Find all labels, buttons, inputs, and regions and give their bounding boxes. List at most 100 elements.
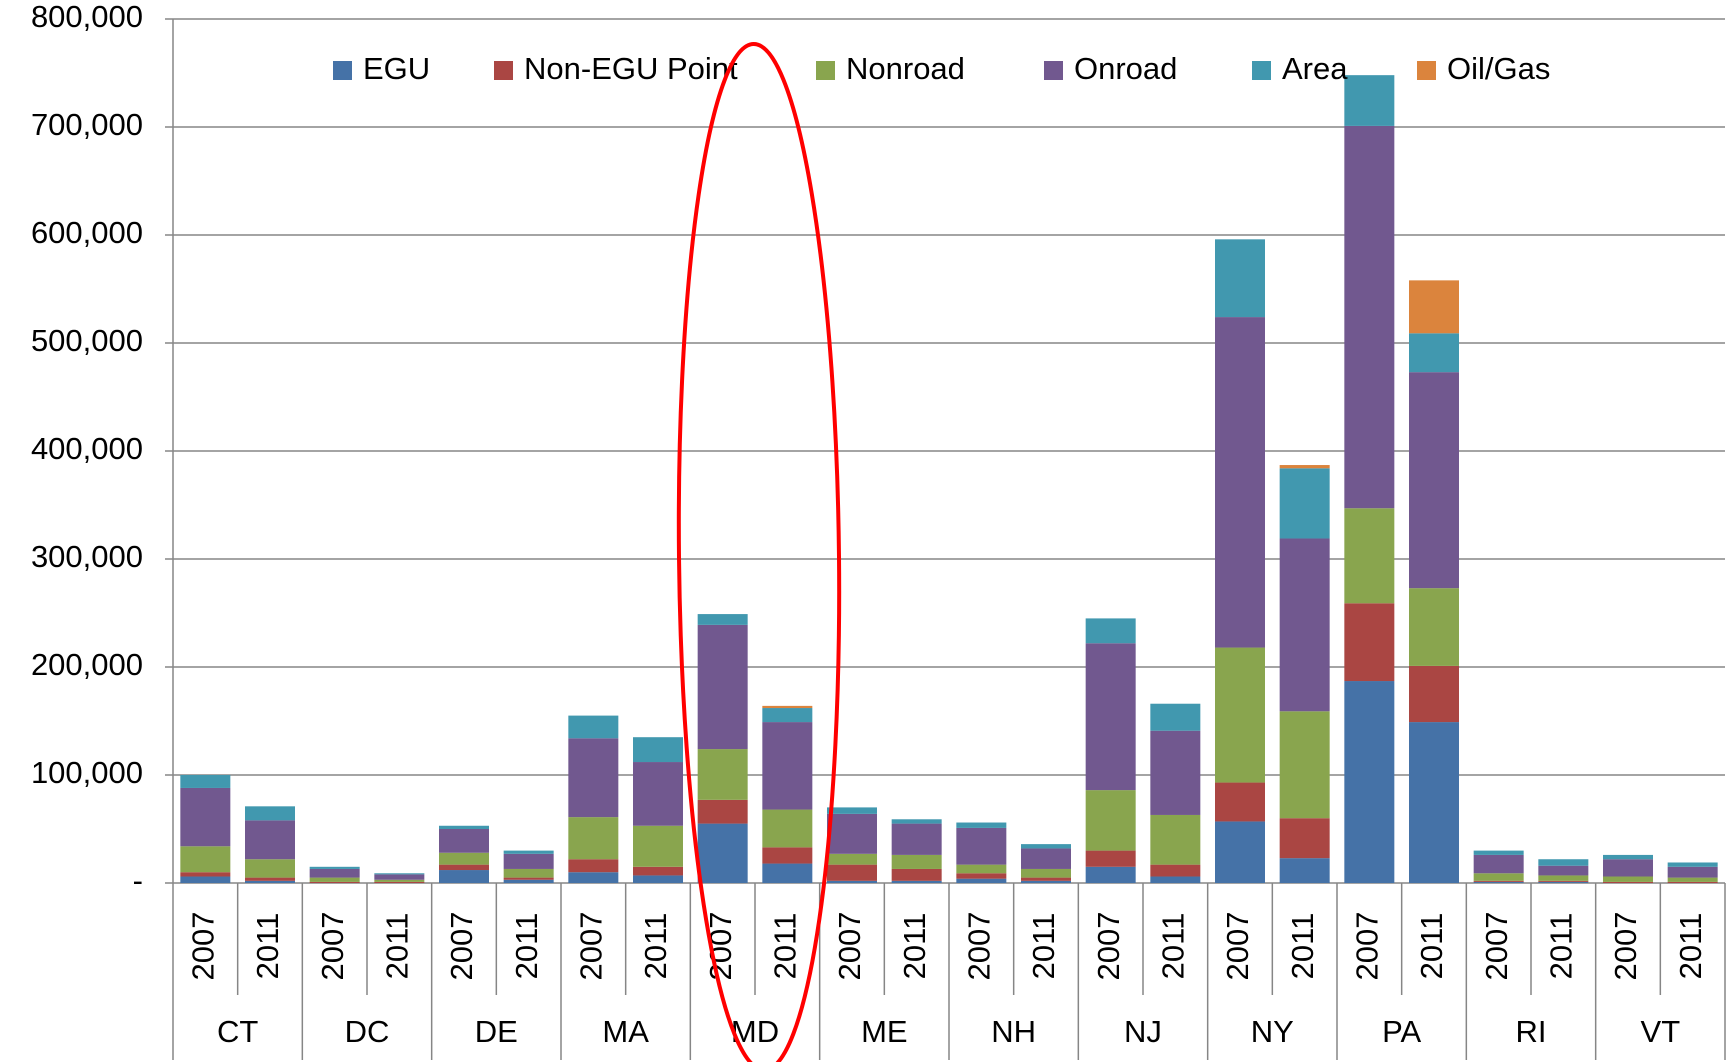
x-tick-label: 2011 [1414, 913, 1449, 980]
bar-segment [697, 749, 748, 800]
x-tick-label: 2011 [1285, 913, 1320, 980]
y-tick-label: 200,000 [31, 647, 143, 682]
bar-segment [245, 820, 295, 860]
bar-segment [1279, 818, 1330, 859]
bar-segment [956, 822, 1007, 828]
bar-segment [374, 881, 425, 883]
bar-segment [1667, 881, 1718, 883]
legend-swatch [1044, 61, 1063, 80]
legend-swatch [333, 61, 352, 80]
x-tick-label: 2007 [574, 912, 609, 981]
bar-segment [245, 877, 295, 881]
bar-segment [503, 877, 554, 880]
bar-segment [1473, 873, 1524, 881]
group-label: RI [1516, 1014, 1547, 1049]
bar-segment [1085, 790, 1136, 851]
bar-segment [633, 875, 683, 883]
x-tick-label: 2011 [1673, 913, 1708, 980]
x-tick-label: 2007 [1220, 912, 1255, 981]
x-tick-label: 2007 [832, 912, 867, 981]
bar-segment [1603, 854, 1653, 860]
bar-segment [1538, 875, 1589, 881]
bar-segment [1409, 280, 1459, 334]
bar-segment [1473, 854, 1524, 874]
bar-segment [439, 852, 489, 865]
bar-segment [827, 880, 877, 883]
bar-segment [568, 872, 619, 883]
bar-segment [568, 738, 619, 818]
bar-segment [309, 881, 360, 883]
bar-segment [1409, 665, 1459, 723]
bar-segment [762, 863, 813, 883]
bar-segment [956, 827, 1007, 865]
bar-segment [891, 868, 942, 881]
bar-segment [1085, 618, 1136, 644]
bar-segment [309, 868, 360, 878]
bar-segment [1538, 880, 1589, 882]
x-tick-label: 2007 [1091, 912, 1126, 981]
x-tick-label: 2007 [315, 912, 350, 981]
group-label: NJ [1124, 1014, 1162, 1049]
bar-segment [1667, 866, 1718, 878]
bar-segment [762, 705, 813, 709]
bar-segment [1021, 868, 1071, 878]
bar-segment [374, 873, 425, 875]
bar-segment [1279, 468, 1330, 539]
bar-segment [956, 864, 1007, 874]
bar-segment [1344, 508, 1395, 604]
y-tick-label: 400,000 [31, 431, 143, 466]
bar-segment [374, 874, 425, 880]
bar-segment [309, 866, 360, 869]
x-tick-label: 2011 [1544, 913, 1579, 980]
bar-segment [1215, 239, 1265, 318]
group-label: DC [345, 1014, 390, 1049]
bar-segment [697, 624, 748, 750]
bar-segment [891, 854, 942, 869]
bar-segment [439, 864, 489, 871]
x-tick-label: 2007 [1479, 912, 1514, 981]
legend-label: Area [1282, 51, 1348, 86]
legend-label: EGU [363, 51, 430, 86]
bar-segment [374, 879, 425, 882]
bar-segment [1473, 850, 1524, 855]
group-label: PA [1382, 1014, 1421, 1049]
bar-segment [1279, 465, 1330, 469]
bar-segment [762, 708, 813, 723]
group-label: VT [1641, 1014, 1681, 1049]
bar-segment [503, 868, 554, 878]
legend-swatch [816, 61, 835, 80]
bar-segment [762, 722, 813, 810]
bar-segment [180, 787, 231, 847]
x-tick-label: 2007 [444, 912, 479, 981]
bar-segment [1150, 703, 1201, 731]
x-tick-label: 2007 [962, 912, 997, 981]
y-tick-label: 800,000 [31, 0, 143, 34]
bar-segment [1279, 858, 1330, 883]
highlight-ellipse [676, 42, 842, 1062]
x-tick-label: 2011 [1026, 913, 1061, 980]
x-tick-label: 2007 [1350, 912, 1385, 981]
x-tick-label: 2011 [509, 913, 544, 980]
bar-segment [1603, 859, 1653, 877]
bar-segment [568, 859, 619, 873]
x-tick-label: 2011 [768, 913, 803, 980]
bar-segment [1603, 881, 1653, 883]
bar-segment [697, 799, 748, 824]
bar-segment [827, 807, 877, 814]
bar-segment [1279, 711, 1330, 819]
bar-segment [1021, 880, 1071, 883]
bar-segment [1085, 866, 1136, 883]
bar-segment [1021, 848, 1071, 869]
bar-segment [180, 876, 231, 883]
bar-segment [439, 825, 489, 829]
bar-segment [697, 614, 748, 625]
group-label: NH [991, 1014, 1036, 1049]
bar-segment [1409, 588, 1459, 666]
x-tick-label: 2011 [250, 913, 285, 980]
bar-segment [1215, 821, 1265, 883]
bar-segment [956, 873, 1007, 879]
bar-segment [568, 715, 619, 739]
bar-segment [1021, 844, 1071, 849]
bar-segment [891, 819, 942, 824]
